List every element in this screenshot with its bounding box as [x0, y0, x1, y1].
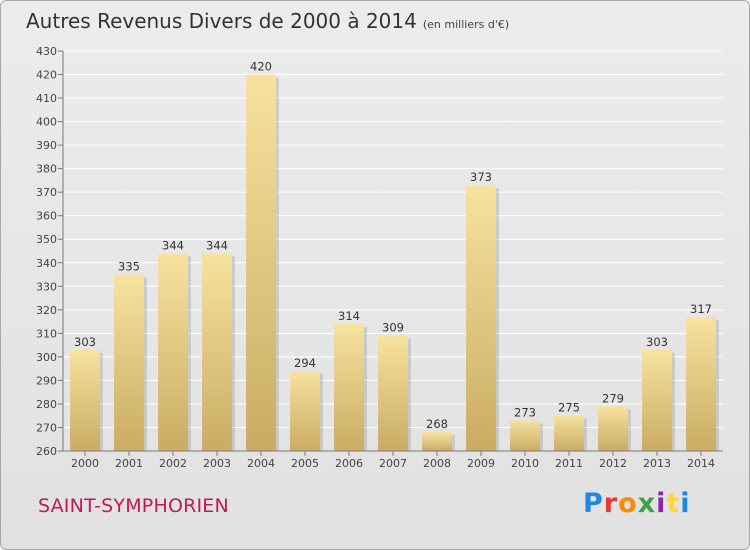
data-label-2008: 268 [426, 417, 448, 431]
data-label-2005: 294 [294, 356, 316, 370]
y-tick-label: 380 [36, 163, 57, 176]
data-label-2000: 303 [74, 335, 96, 349]
logo-letter: t [666, 488, 681, 519]
y-axis: 260 270 280 290 300 310 320 330 340 350 360 370 380 3… [36, 45, 64, 458]
x-tick-label: 2003 [203, 457, 231, 470]
chart-subtitle: (en milliers d'€) [422, 18, 510, 31]
logo-letter: i [680, 488, 691, 519]
data-label-2004: 420 [250, 60, 272, 74]
x-axis: 2000 2001 2002 2003 2004 2005 2006 2007 2008 2009… [63, 450, 723, 470]
bar-2010 [510, 420, 540, 451]
bar-2012 [598, 406, 628, 451]
bar-2009 [466, 185, 496, 451]
x-tick-label: 2008 [423, 457, 451, 470]
data-label-2010: 273 [514, 405, 536, 419]
x-tick-label: 2005 [291, 457, 319, 470]
y-tick-label: 410 [36, 92, 57, 105]
x-tick-label: 2007 [379, 457, 407, 470]
x-tick-label: 2013 [643, 457, 671, 470]
bar-2014 [686, 316, 716, 451]
x-tick-label: 2011 [555, 457, 583, 470]
proxiti-logo: Proxiti [583, 488, 691, 519]
y-tick-label: 310 [36, 327, 57, 340]
x-tick-label: 2009 [467, 457, 495, 470]
data-label-2001: 335 [118, 260, 140, 274]
bar-2004 [246, 74, 276, 451]
y-tick-label: 400 [36, 116, 57, 129]
bar-2013 [642, 349, 672, 451]
bar-2005 [290, 371, 320, 451]
y-tick-label: 390 [36, 139, 57, 152]
data-label-2002: 344 [162, 238, 184, 252]
y-tick-label: 300 [36, 351, 57, 364]
data-labels: 303 335 344 344 420 294 314 309 268 373 273 275 279 3… [74, 60, 712, 432]
y-tick-label: 270 [36, 421, 57, 434]
bar-2001 [114, 274, 144, 451]
logo-letter: o [618, 488, 638, 519]
x-tick-label: 2006 [335, 457, 363, 470]
bar-2003 [202, 253, 232, 451]
bar-2008 [422, 432, 452, 451]
y-tick-label: 280 [36, 398, 57, 411]
y-tick-label: 340 [36, 257, 57, 270]
data-label-2006: 314 [338, 309, 360, 323]
commune-name: SAINT-SYMPHORIEN [38, 495, 229, 517]
y-tick-label: 290 [36, 374, 57, 387]
bars [70, 74, 719, 451]
chart-title-text: Autres Revenus Divers de 2000 à 2014 [26, 9, 417, 33]
x-tick-label: 2001 [115, 457, 143, 470]
bar-2011 [554, 415, 584, 451]
data-label-2012: 279 [602, 391, 624, 405]
y-tick-label: 360 [36, 210, 57, 223]
x-tick-label: 2000 [71, 457, 99, 470]
y-tick-label: 330 [36, 280, 57, 293]
y-tick-label: 260 [36, 445, 57, 458]
x-tick-label: 2014 [687, 457, 715, 470]
data-label-2009: 373 [470, 170, 492, 184]
bar-2002 [158, 253, 188, 451]
x-tick-label: 2002 [159, 457, 187, 470]
logo-letter: P [583, 488, 604, 519]
y-tick-label: 370 [36, 186, 57, 199]
y-tick-label: 320 [36, 304, 57, 317]
x-tick-label: 2010 [511, 457, 539, 470]
y-tick-label: 350 [36, 233, 57, 246]
x-tick-label: 2004 [247, 457, 275, 470]
data-label-2007: 309 [382, 321, 404, 335]
logo-letter: r [603, 488, 619, 519]
bar-2007 [378, 335, 408, 451]
data-label-2003: 344 [206, 238, 228, 252]
y-tick-label: 430 [36, 45, 57, 58]
data-label-2013: 303 [646, 335, 668, 349]
logo-letter: x [637, 488, 657, 519]
bar-2000 [70, 349, 100, 451]
data-label-2014: 317 [690, 302, 712, 316]
x-tick-label: 2012 [599, 457, 627, 470]
chart-title: Autres Revenus Divers de 2000 à 2014 (en … [26, 9, 509, 33]
bar-2006 [334, 323, 364, 451]
y-tick-label: 420 [36, 69, 57, 82]
logo-letter: i [656, 488, 667, 519]
data-label-2011: 275 [558, 401, 580, 415]
